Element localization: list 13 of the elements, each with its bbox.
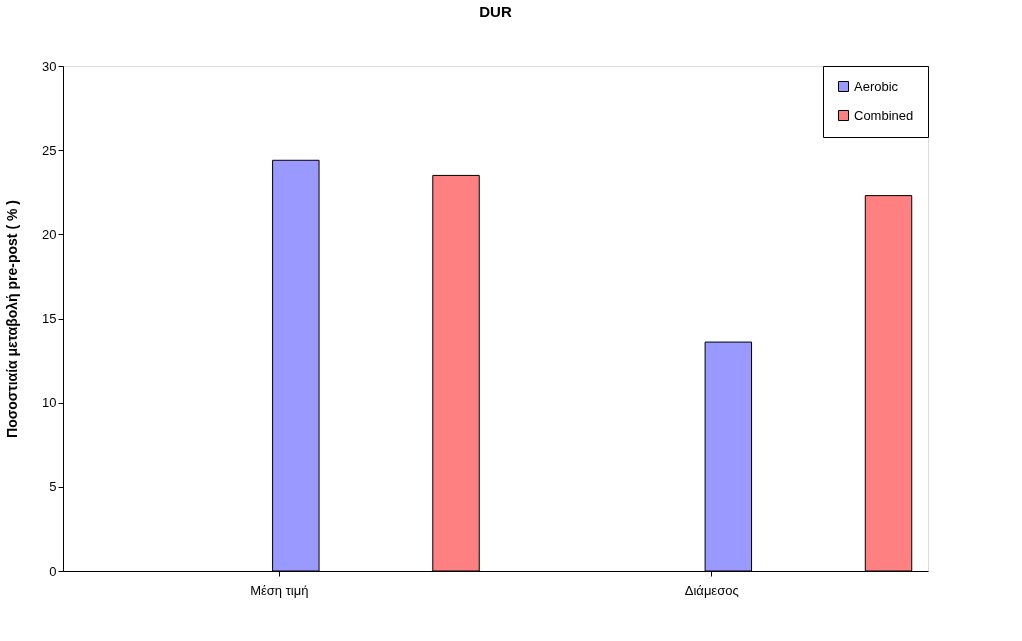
y-axis-title: Ποσοστιαία μεταβολή pre-post ( % ): [4, 200, 21, 438]
legend-label: Aerobic: [854, 78, 899, 94]
y-tick-label: 15: [42, 311, 57, 326]
chart-title: DUR: [479, 3, 512, 20]
x-tick-label: Μέση τιμή: [250, 582, 309, 598]
x-tick-label: Διάμεσος: [684, 582, 739, 598]
y-tick-label: 10: [42, 395, 57, 411]
y-tick-label: 20: [42, 226, 57, 242]
y-tick-label: 25: [42, 142, 57, 158]
y-tick-label: 30: [42, 58, 57, 74]
y-tick-label: 5: [49, 479, 57, 495]
legend-label: Combined: [854, 107, 914, 123]
y-tick-label: 0: [49, 563, 57, 579]
